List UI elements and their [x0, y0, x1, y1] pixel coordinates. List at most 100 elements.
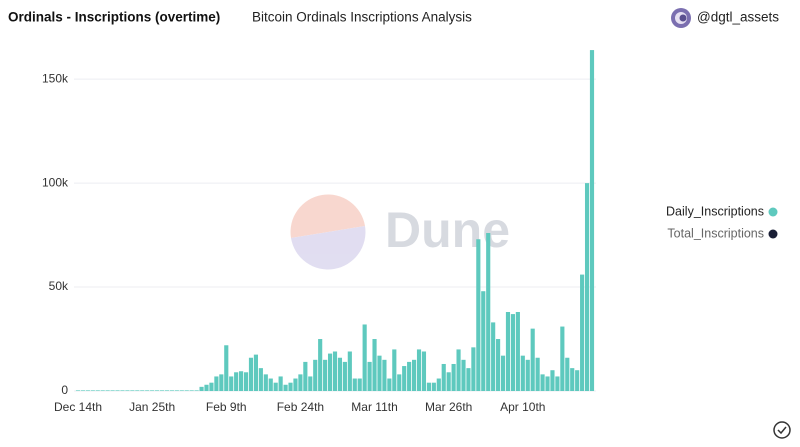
bar [268, 378, 273, 391]
chart-title: Ordinals - Inscriptions (overtime) [8, 10, 220, 25]
bar [496, 339, 501, 391]
bar [318, 339, 323, 391]
bar [155, 390, 160, 391]
bar [426, 382, 431, 391]
bar [174, 390, 179, 391]
bar [298, 374, 303, 391]
bar [164, 390, 170, 391]
bar [288, 382, 293, 391]
legend-marker [768, 229, 778, 239]
bar [219, 374, 224, 391]
bar [199, 386, 204, 391]
bar [491, 322, 496, 391]
x-tick-label: Mar 26th [425, 400, 472, 414]
bar [184, 390, 189, 391]
bar [90, 390, 95, 391]
bar [431, 382, 436, 391]
bar [229, 376, 234, 391]
bar [342, 361, 347, 391]
bar [471, 347, 476, 391]
bar [135, 390, 140, 391]
bar [367, 361, 372, 391]
bar [80, 390, 86, 391]
bar [525, 359, 530, 391]
bar [387, 378, 392, 391]
bar [347, 351, 352, 391]
legend-label: Total_Inscriptions [667, 226, 764, 240]
x-tick-label: Feb 9th [206, 400, 247, 414]
y-tick-label: 150k [42, 71, 69, 85]
bar [278, 376, 283, 391]
bar [436, 378, 441, 391]
bar [357, 378, 362, 391]
watermark-text: Dune [385, 202, 510, 258]
bar [105, 390, 110, 391]
bar [332, 351, 338, 391]
bar [243, 372, 249, 391]
bar [486, 233, 491, 391]
user-handle[interactable]: @dgtl_assets [697, 10, 779, 25]
bar [100, 390, 105, 391]
bar [540, 374, 545, 391]
bar [95, 390, 100, 391]
bar [481, 291, 486, 391]
bar [224, 345, 229, 391]
bar [85, 390, 90, 391]
watermark: Dune [290, 194, 510, 270]
x-tick-label: Jan 25th [129, 400, 175, 414]
bar [589, 50, 595, 391]
bar [505, 312, 511, 391]
bar [234, 372, 239, 391]
bar [323, 359, 328, 391]
bar [520, 355, 525, 391]
bar [580, 274, 585, 391]
avatar [671, 8, 691, 28]
bar [248, 357, 254, 391]
bar [377, 355, 382, 391]
bar [555, 376, 560, 391]
bar [397, 374, 402, 391]
bar [130, 390, 135, 391]
bar [313, 359, 318, 391]
bar [575, 370, 580, 391]
bar [75, 390, 81, 391]
bar [382, 359, 387, 391]
bar [204, 384, 209, 391]
legend-marker [768, 207, 778, 217]
bar [273, 382, 278, 391]
bar [145, 390, 150, 391]
bar [308, 376, 313, 391]
bar [510, 314, 515, 391]
bar [476, 239, 481, 391]
bar [214, 376, 219, 391]
bar [412, 359, 417, 391]
bar [303, 361, 308, 391]
bar [392, 349, 397, 391]
bar [402, 366, 407, 391]
bar [194, 390, 199, 391]
bar [352, 378, 357, 391]
bar [461, 359, 466, 391]
bar [189, 390, 194, 391]
bar [451, 363, 456, 391]
bar [407, 361, 412, 391]
legend-label: Daily_Inscriptions [666, 204, 764, 218]
bar [115, 390, 120, 391]
bar [209, 382, 214, 391]
bar [263, 374, 268, 391]
bar [441, 363, 446, 391]
bar [446, 372, 451, 391]
bar [560, 326, 565, 391]
check-icon[interactable] [773, 421, 791, 439]
bar [283, 384, 288, 391]
x-tick-label: Dec 14th [54, 400, 102, 414]
bar [362, 324, 367, 391]
bar [416, 349, 422, 391]
bar [421, 351, 427, 391]
bar [239, 371, 244, 391]
bar [570, 368, 575, 391]
x-tick-label: Mar 11th [351, 400, 397, 414]
y-tick-label: 50k [49, 279, 69, 293]
bar [327, 353, 333, 391]
